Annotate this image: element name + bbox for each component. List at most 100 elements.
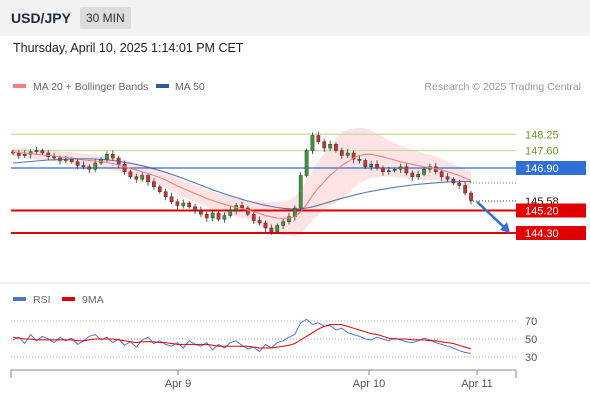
bollinger-legend-label: MA 20 + Bollinger Bands: [33, 81, 148, 93]
candle-body: [216, 212, 221, 220]
candle-body: [369, 164, 374, 167]
candle-body: [128, 171, 133, 177]
candle-body: [263, 222, 268, 229]
candle-body: [228, 210, 233, 216]
rsi-legend-swatch: [13, 297, 26, 301]
candle-body: [334, 144, 338, 151]
candle-body: [105, 154, 109, 160]
candle-body: [152, 181, 156, 187]
candle-body: [75, 161, 80, 166]
candle-body: [87, 166, 92, 170]
candle-body: [169, 196, 174, 202]
pivot-label-bg: [516, 161, 586, 175]
candle-body: [34, 150, 39, 152]
support-label-144-30: 144.30: [525, 228, 559, 240]
candle-body: [304, 150, 309, 176]
ma50-legend-swatch: [156, 84, 169, 88]
support-label-bg-144-30: [516, 226, 586, 240]
candle-body: [199, 210, 203, 215]
candle-body: [251, 214, 256, 221]
chart-datetime: Thursday, April 10, 2025 1:14:01 PM CET: [13, 41, 244, 55]
ma20-line: [12, 151, 472, 220]
pivot-label: 146.90: [525, 163, 559, 175]
candle-body: [339, 150, 344, 156]
candle-body: [257, 220, 262, 224]
rsi-legend-label: RSI: [33, 294, 51, 306]
timeframe-button[interactable]: 30 MIN: [80, 7, 131, 29]
candle-body: [52, 156, 56, 159]
candle-body: [281, 221, 285, 226]
candle-body: [222, 215, 227, 220]
forecast-arrow: [476, 200, 507, 230]
candle-body: [404, 166, 409, 174]
candle-body: [351, 152, 356, 160]
candle-body: [375, 164, 379, 169]
candle-body: [322, 141, 327, 149]
candle-body: [316, 135, 321, 142]
candle-body: [93, 162, 98, 170]
rsi-ma-legend-swatch: [62, 297, 75, 301]
candle-body: [81, 165, 86, 167]
bollinger-band: [13, 127, 471, 237]
credit-text: Research © 2025 Trading Central: [424, 81, 581, 93]
candle-body: [175, 201, 180, 206]
ma50-legend-label: MA 50: [175, 81, 205, 93]
forecast-arrow-head: [500, 222, 510, 233]
candle-body: [381, 167, 385, 172]
candle-body: [269, 227, 274, 232]
support-label-145-20: 145.20: [525, 206, 559, 218]
currency-pair: USD/JPY: [11, 10, 71, 26]
candle-body: [357, 159, 362, 161]
candle-body: [439, 171, 444, 177]
candle-body: [122, 164, 127, 172]
candle-body: [457, 182, 462, 186]
candle-body: [328, 144, 332, 149]
candle-body: [422, 169, 426, 175]
candle-body: [157, 186, 162, 192]
rsi-ma-line: [12, 324, 472, 350]
candle-body: [193, 206, 197, 211]
candle-body: [445, 176, 450, 180]
candle-body: [140, 175, 145, 180]
support-label-bg-145-20: [516, 203, 586, 218]
rsi-tick-label-30: 30: [525, 352, 537, 364]
candle-body: [246, 207, 250, 215]
candle-body: [187, 202, 192, 207]
rsi-tick-label-50: 50: [525, 334, 537, 346]
candle-body: [392, 169, 397, 171]
ma50-line: [12, 158, 471, 210]
candle-body: [22, 154, 27, 156]
candle-body: [134, 176, 139, 180]
x-axis-label: Apr 11: [461, 378, 493, 390]
candle-body: [363, 160, 368, 167]
candle-body: [240, 205, 244, 209]
x-axis-label: Apr 10: [353, 378, 385, 390]
candle-body: [469, 192, 473, 201]
candle-body: [163, 191, 168, 197]
candle-body: [416, 174, 421, 177]
candle-body: [310, 135, 315, 151]
candle-body: [17, 152, 21, 156]
candle-body: [40, 150, 45, 154]
candle-body: [204, 214, 209, 219]
x-axis-label: Apr 9: [165, 378, 191, 390]
candle-body: [146, 175, 150, 182]
candle-body: [275, 225, 280, 232]
candle-body: [410, 172, 415, 177]
candle-body: [463, 185, 467, 194]
bollinger-legend-swatch: [13, 84, 26, 88]
candle-body: [451, 179, 456, 184]
resistance-label-147-60: 147.60: [525, 146, 559, 158]
rsi-tick-label-70: 70: [525, 316, 537, 328]
candle-body: [298, 175, 303, 209]
candle-body: [398, 166, 403, 170]
candle-body: [110, 154, 115, 159]
chart-header: USD/JPY 30 MIN: [0, 0, 590, 36]
rsi-ma-legend-label: 9MA: [82, 294, 104, 306]
candle-body: [287, 216, 291, 222]
candle-body: [181, 202, 186, 206]
candle-body: [345, 152, 350, 156]
rsi-line: [12, 318, 472, 354]
candle-body: [69, 159, 74, 162]
